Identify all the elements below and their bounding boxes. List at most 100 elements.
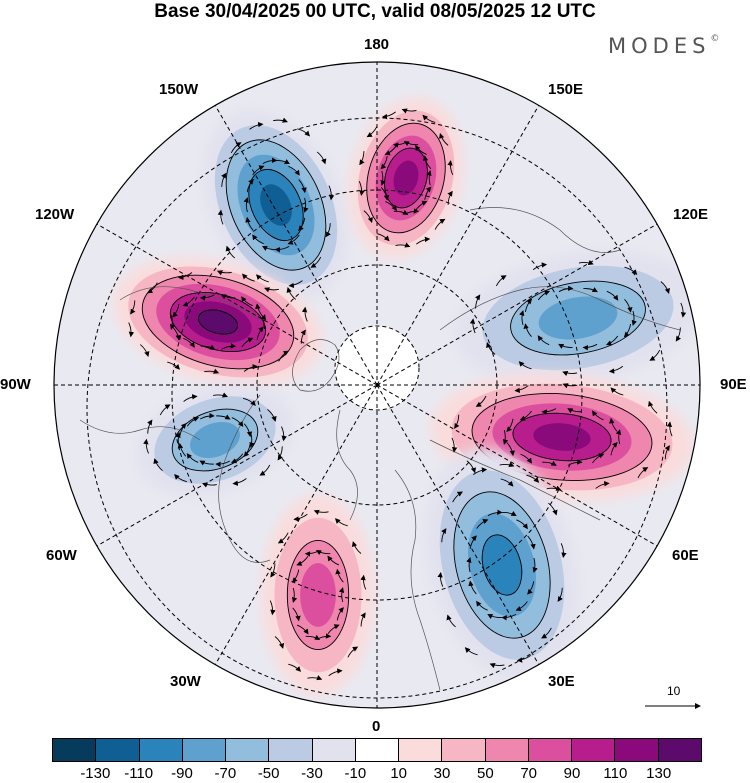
graticule (54, 62, 700, 708)
wind-arrow (466, 460, 477, 474)
lon-label-0: 0 (372, 718, 381, 735)
colorbar-segment (355, 739, 400, 761)
wind-arrow (139, 344, 150, 358)
wind-arrow (548, 502, 558, 516)
wind-arrow (246, 178, 254, 193)
wind-arrow (291, 587, 298, 603)
wind-arrow (447, 160, 454, 175)
anomaly-field (114, 98, 700, 695)
lon-label-150e: 150E (548, 81, 584, 98)
wind-arrow (278, 350, 289, 362)
wind-arrow (325, 223, 331, 238)
wind-arrow (558, 343, 573, 349)
colorbar-segment (182, 739, 227, 761)
wind-arrow (380, 170, 386, 186)
wind-arrow (182, 296, 195, 307)
wind-arrow (441, 528, 447, 543)
wind-arrow (680, 302, 687, 318)
wind-arrow (624, 298, 633, 313)
colorbar-tick-label: -70 (214, 765, 237, 782)
wind-arrow (297, 128, 311, 137)
lon-label-60w: 60W (46, 547, 77, 564)
negative-anomaly (454, 250, 700, 386)
wind-arrow (186, 452, 199, 463)
wind-arrow (293, 513, 308, 522)
wind-arrow (281, 426, 287, 442)
wind-arrow (217, 209, 224, 225)
wind-arrow (637, 467, 649, 479)
wind-arrow (560, 543, 567, 559)
wind-arrow (519, 310, 525, 326)
wind-arrow (595, 481, 610, 489)
wind-arrow (327, 624, 340, 635)
wind-arrow (675, 327, 681, 342)
wind-arrow (243, 423, 253, 438)
wind-arrow (288, 165, 300, 176)
wind-arrow (578, 259, 594, 265)
wind-arrow (216, 270, 232, 276)
wind-arrow (130, 300, 136, 315)
wind-arrow (199, 460, 214, 466)
colorbar-tick-label: -130 (80, 765, 111, 782)
wind-arrow (610, 387, 624, 396)
wind-arrow (476, 600, 488, 611)
wind-arrow (262, 157, 278, 165)
wind-arrow (292, 569, 300, 583)
modes-logo: MODES© (608, 34, 719, 58)
wind-arrow (608, 365, 624, 374)
wind-arrow (567, 459, 583, 466)
wind-arrow (351, 541, 362, 554)
pole-region (335, 326, 419, 410)
wind-arrow (313, 509, 329, 515)
wind-arrow (606, 290, 619, 301)
wind-arrow (516, 654, 531, 663)
wind-arrow (315, 550, 331, 556)
wind-arrow (452, 491, 463, 503)
wind-arrow (558, 285, 574, 293)
lon-label-90w: 90W (0, 376, 31, 393)
colorbar-tick-label: 90 (563, 765, 581, 782)
wind-arrow (381, 111, 396, 120)
colorbar-tick-label: 10 (390, 765, 407, 782)
wind-arrow (267, 409, 277, 422)
wind-arrow (230, 142, 242, 154)
wind-arrow (221, 172, 227, 187)
lon-label-90e: 90E (720, 376, 747, 393)
wind-arrow (153, 458, 163, 471)
wind-arrow (649, 349, 661, 361)
wind-arrow (243, 364, 258, 372)
wind-arrow (358, 181, 365, 196)
wind-arrow (296, 624, 309, 635)
wind-arrow (260, 314, 267, 330)
wind-arrow (623, 324, 632, 338)
wind-arrow (298, 179, 307, 194)
wind-arrow (178, 272, 193, 280)
wind-arrow (518, 361, 532, 370)
wind-arrow (199, 294, 215, 301)
colorbar-tick-label: -30 (301, 765, 323, 782)
wind-arrow (347, 646, 359, 658)
wind-arrow (252, 234, 264, 245)
wind-arrow (256, 274, 269, 283)
wind-arrow (159, 404, 171, 416)
wind-arrow (269, 600, 276, 616)
wind-arrow (385, 201, 397, 212)
wind-arrow (380, 186, 390, 201)
wind-arrow (243, 397, 256, 406)
colorbar-tick-label: -110 (124, 765, 154, 782)
wind-arrow (524, 298, 533, 312)
colorbar-segment (269, 739, 313, 761)
colorbar-tick-label: 70 (520, 765, 537, 782)
colorbar-tick-label: 130 (646, 765, 672, 782)
wind-arrow (631, 310, 637, 326)
colorbar-segment (399, 739, 443, 761)
lon-label-120w: 120W (35, 206, 75, 223)
wind-arrow (624, 266, 638, 275)
wind-arrow (334, 518, 348, 527)
wind-arrow (473, 467, 488, 476)
wind-arrow (500, 478, 514, 487)
vector-scale-label: 10 (667, 684, 681, 698)
wind-arrow (199, 412, 215, 420)
wind-arrow (520, 453, 532, 464)
wind-arrow (215, 460, 231, 468)
